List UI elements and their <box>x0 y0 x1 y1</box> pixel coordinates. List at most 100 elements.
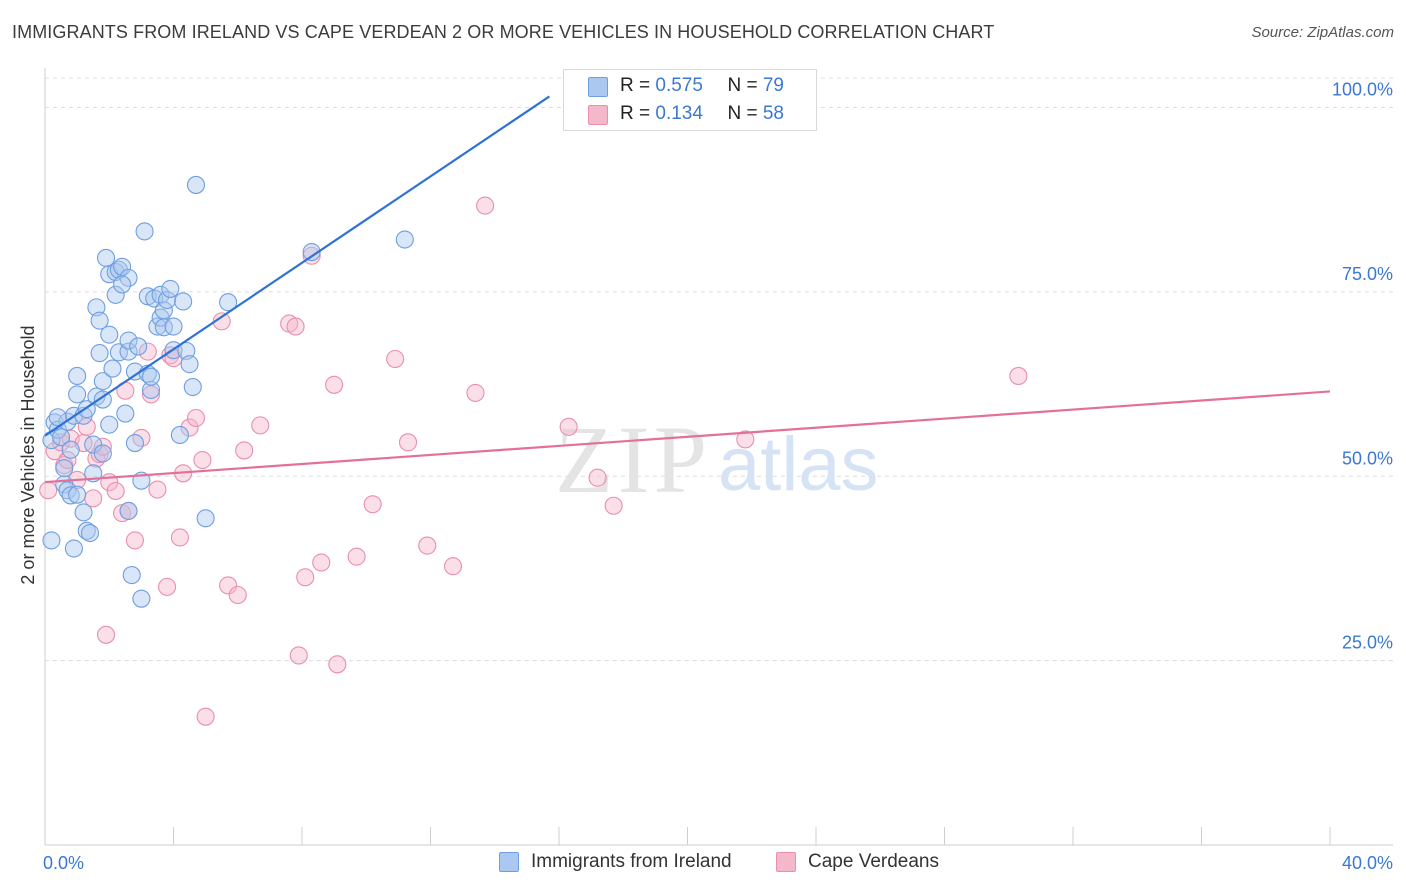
data-point <box>177 341 196 360</box>
legend-swatch-ireland <box>499 852 519 872</box>
data-point <box>116 404 135 423</box>
legend-swatch-pink <box>588 105 608 125</box>
trend-lines <box>44 95 1331 484</box>
data-point <box>129 337 148 356</box>
data-point <box>122 566 141 585</box>
data-point <box>174 292 193 311</box>
data-point <box>80 523 100 543</box>
data-point <box>148 480 167 499</box>
data-point <box>180 418 199 437</box>
y-tick-label: 50.0% <box>1342 448 1393 468</box>
data-point <box>90 311 109 330</box>
data-point <box>119 268 138 287</box>
data-point <box>100 415 119 434</box>
data-point <box>132 589 151 608</box>
data-point <box>418 536 437 555</box>
data-point <box>588 468 607 487</box>
legend-label-cape-verdeans: Cape Verdeans <box>808 851 939 872</box>
trend-line-cape-verdeans <box>44 390 1331 484</box>
data-point <box>68 366 87 386</box>
data-point <box>466 383 485 402</box>
data-point <box>125 434 144 453</box>
data-point <box>68 485 87 504</box>
data-point <box>74 503 93 522</box>
data-point <box>186 408 206 428</box>
data-point <box>228 585 247 605</box>
data-point <box>183 377 202 397</box>
correlation-legend: R = 0.575 N = 79 R = 0.134 N = 58 <box>563 69 817 131</box>
data-point <box>219 293 238 312</box>
data-point <box>106 481 125 501</box>
data-point <box>286 317 305 336</box>
data-point <box>476 196 495 215</box>
legend-swatch-cape-verdeans <box>776 852 796 872</box>
data-point <box>55 459 74 478</box>
legend-r-value: 0.134 <box>655 103 703 124</box>
data-point <box>58 481 77 500</box>
tick-labels: 25.0% 50.0% 75.0% 100.0% 0.0% 40.0% <box>43 80 1393 874</box>
data-point <box>39 481 58 500</box>
data-point <box>296 568 315 587</box>
data-point <box>103 359 122 378</box>
series-cape-verdeans <box>39 196 1028 726</box>
data-point <box>61 440 80 459</box>
data-point <box>302 243 321 262</box>
data-point <box>604 496 623 515</box>
x-tick-label: 0.0% <box>43 853 84 873</box>
legend-r-label: R = <box>620 75 656 96</box>
data-point <box>289 646 308 665</box>
legend-n-value: 58 <box>762 103 784 124</box>
y-tick-label: 100.0% <box>1332 80 1393 100</box>
legend-swatch-blue <box>588 77 608 97</box>
data-point <box>161 279 180 298</box>
trend-line-ireland <box>44 95 550 437</box>
data-point <box>325 375 344 394</box>
data-point <box>386 349 405 369</box>
watermark-atlas: atlas <box>718 422 879 507</box>
y-tick-label: 75.0% <box>1342 264 1393 284</box>
data-point <box>141 380 161 400</box>
data-point <box>196 707 215 726</box>
source-label: Source: ZipAtlas.com <box>1251 24 1394 41</box>
data-point <box>93 444 112 463</box>
data-point <box>164 317 183 336</box>
series-legend: Immigrants from Ireland Cape Verdeans <box>0 851 1406 877</box>
data-point <box>42 531 61 550</box>
data-point <box>1009 366 1028 386</box>
axes <box>44 68 1393 846</box>
data-point <box>235 441 254 460</box>
data-point <box>328 655 347 674</box>
data-point <box>141 367 161 386</box>
data-point <box>158 577 177 596</box>
x-tick-label: 40.0% <box>1342 853 1393 873</box>
data-point <box>138 342 157 361</box>
watermark-zip: ZIP <box>555 406 711 513</box>
data-point <box>64 539 83 558</box>
data-point <box>109 343 128 362</box>
data-point <box>77 521 96 540</box>
data-point <box>87 298 106 317</box>
data-point <box>96 625 116 644</box>
data-point <box>52 428 71 447</box>
data-point <box>193 450 212 470</box>
data-point <box>61 486 80 505</box>
legend-n-value: 79 <box>762 75 784 96</box>
data-point <box>113 275 132 294</box>
legend-r-value: 0.575 <box>655 75 703 96</box>
data-point <box>312 553 331 572</box>
data-point <box>154 301 173 320</box>
data-point <box>125 531 144 550</box>
data-point <box>113 257 132 276</box>
data-point <box>119 331 138 350</box>
series-immigrants-from-ireland <box>42 96 639 608</box>
data-point <box>196 509 215 528</box>
data-point <box>93 390 112 409</box>
data-point <box>443 557 463 576</box>
data-point <box>559 417 578 436</box>
data-point <box>395 230 414 249</box>
data-point <box>93 372 112 391</box>
data-point <box>736 430 755 449</box>
data-point <box>106 285 125 304</box>
chart-title: IMMIGRANTS FROM IRELAND VS CAPE VERDEAN … <box>12 22 995 42</box>
data-point <box>170 425 189 445</box>
